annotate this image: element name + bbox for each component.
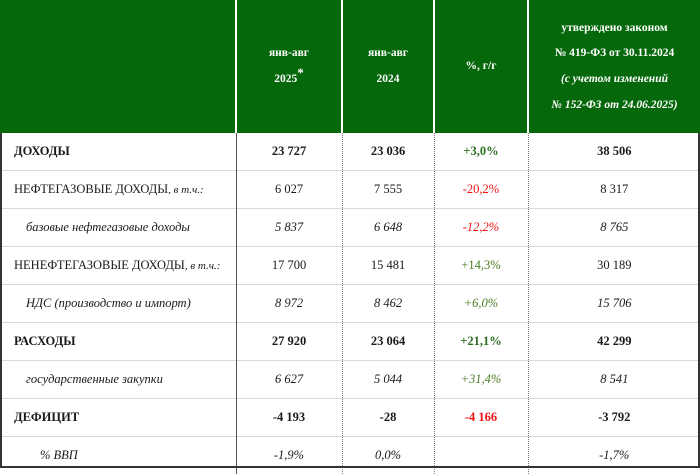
header-law-line1: утверждено законом	[561, 22, 667, 35]
value-2024: 8 462	[342, 285, 434, 323]
row-label: НЕФТЕГАЗОВЫЕ ДОХОДЫ, в т.ч.:	[0, 171, 236, 209]
row-label: государственные закупки	[0, 361, 236, 399]
value-law: 15 706	[528, 285, 700, 323]
value-percent-yoy: -20,2%	[434, 171, 528, 209]
header-law-line2: № 419-ФЗ от 30.11.2024	[555, 47, 675, 60]
value-law: -1,7%	[528, 437, 700, 474]
row-label-text: НЕФТЕГАЗОВЫЕ ДОХОДЫ	[14, 182, 168, 196]
value-2024: 0,0%	[342, 437, 434, 474]
value-2024: 15 481	[342, 247, 434, 285]
value-2025: 6 027	[236, 171, 342, 209]
header-law-line4: № 152-ФЗ от 24.06.2025)	[551, 99, 677, 112]
value-law: 38 506	[528, 133, 700, 171]
row-label: НДС (производство и импорт)	[0, 285, 236, 323]
value-2024: 23 064	[342, 323, 434, 361]
value-2024: 23 036	[342, 133, 434, 171]
table-row: % ВВП -1,9%0,0% -1,7%	[0, 437, 700, 474]
value-percent-yoy: +14,3%	[434, 247, 528, 285]
value-law: 42 299	[528, 323, 700, 361]
table-header: янв-авг 2025* янв-авг 2024 %, г/г	[0, 0, 700, 133]
value-2025: 8 972	[236, 285, 342, 323]
value-percent-yoy: +31,4%	[434, 361, 528, 399]
value-law: 8 541	[528, 361, 700, 399]
header-cell-2025: янв-авг 2025*	[236, 0, 342, 133]
row-label-text: базовые нефтегазовые доходы	[26, 220, 190, 234]
value-percent-yoy: +21,1%	[434, 323, 528, 361]
value-percent-yoy	[434, 437, 528, 474]
value-percent-yoy: -4 166	[434, 399, 528, 437]
header-percent-text: %, г/г	[466, 60, 497, 73]
footnote-asterisk: *	[297, 65, 304, 80]
value-2025: 17 700	[236, 247, 342, 285]
row-label: базовые нефтегазовые доходы	[0, 209, 236, 247]
value-2025: -1,9%	[236, 437, 342, 474]
header-cell-percent: %, г/г	[434, 0, 528, 133]
value-law: 30 189	[528, 247, 700, 285]
value-law: -3 792	[528, 399, 700, 437]
value-2025: -4 193	[236, 399, 342, 437]
table-row: ДЕФИЦИТ -4 193-28-4 166-3 792	[0, 399, 700, 437]
row-label: НЕНЕФТЕГАЗОВЫЕ ДОХОДЫ, в т.ч.:	[0, 247, 236, 285]
header-cell-label	[0, 0, 236, 133]
row-label-text: ДОХОДЫ	[14, 144, 70, 158]
row-label: РАСХОДЫ	[0, 323, 236, 361]
value-2024: 6 648	[342, 209, 434, 247]
row-label-text: % ВВП	[40, 448, 78, 462]
row-label-text: НДС (производство и импорт)	[26, 296, 191, 310]
row-label-text: государственные закупки	[26, 372, 163, 386]
value-law: 8 317	[528, 171, 700, 209]
value-percent-yoy: -12,2%	[434, 209, 528, 247]
value-law: 8 765	[528, 209, 700, 247]
header-2024-period: янв-авг	[368, 47, 408, 60]
header-law-line3: (с учетом изменений	[561, 73, 668, 86]
header-2024-year: 2024	[377, 73, 400, 86]
header-row: янв-авг 2025* янв-авг 2024 %, г/г	[0, 0, 700, 133]
row-label-note: , в т.ч.:	[168, 184, 204, 196]
row-label-text: НЕНЕФТЕГАЗОВЫЕ ДОХОДЫ	[14, 258, 185, 272]
header-cell-2024: янв-авг 2024	[342, 0, 434, 133]
value-2025: 6 627	[236, 361, 342, 399]
value-2024: 7 555	[342, 171, 434, 209]
row-label: ДЕФИЦИТ	[0, 399, 236, 437]
row-label-text: РАСХОДЫ	[14, 334, 76, 348]
value-2025: 23 727	[236, 133, 342, 171]
value-2024: -28	[342, 399, 434, 437]
row-label-note: , в т.ч.:	[185, 260, 221, 272]
value-2024: 5 044	[342, 361, 434, 399]
header-2025-year: 2025*	[274, 73, 304, 86]
value-percent-yoy: +3,0%	[434, 133, 528, 171]
row-label-text: ДЕФИЦИТ	[14, 410, 79, 424]
header-cell-law: утверждено законом № 419-ФЗ от 30.11.202…	[528, 0, 700, 133]
row-label: ДОХОДЫ	[0, 133, 236, 171]
value-2025: 27 920	[236, 323, 342, 361]
value-2025: 5 837	[236, 209, 342, 247]
header-2025-period: янв-авг	[269, 47, 309, 60]
row-label: % ВВП	[0, 437, 236, 474]
header-2025-year-text: 2025	[274, 73, 297, 85]
value-percent-yoy: +6,0%	[434, 285, 528, 323]
